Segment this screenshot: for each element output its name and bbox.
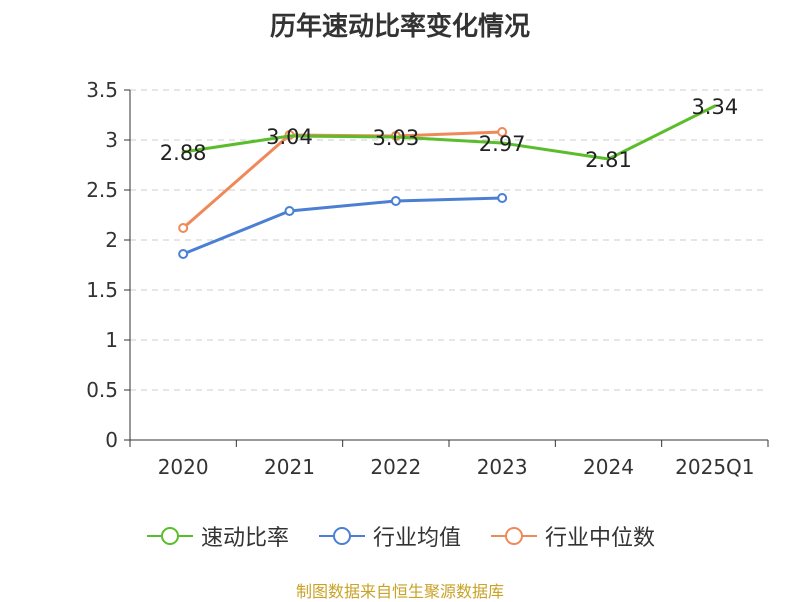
x-tick-label: 2024: [583, 455, 634, 479]
legend-marker-icon: [146, 527, 193, 545]
y-tick-label: 0: [105, 428, 118, 452]
line-chart: 0 0.5 1 1.5 2 2.5 3 3.5 2020 2021 2022 2023 2024 2025…: [86, 78, 769, 479]
data-point: [390, 196, 401, 206]
legend-label: 行业均值: [372, 526, 461, 551]
y-tick-label: 3: [105, 128, 118, 152]
data-point: [497, 127, 508, 137]
y-tick-label: 0.5: [86, 378, 118, 402]
data-point: [497, 193, 508, 203]
data-point: [284, 206, 295, 216]
data-label: 2.81: [585, 148, 632, 172]
y-tick-label: 3.5: [86, 78, 118, 102]
chart-legend: 速动比率 行业均值 行业中位数: [0, 520, 800, 552]
series-line-0: [181, 104, 717, 161]
legend-item[interactable]: 行业均值: [317, 520, 461, 552]
x-tick-label: 2022: [370, 455, 421, 479]
data-label: 2.97: [479, 132, 526, 156]
source-footer: 制图数据来自恒生聚源数据库: [295, 582, 504, 601]
series-line-2: [181, 130, 504, 230]
data-label: 3.03: [372, 126, 419, 150]
legend-label: 速动比率: [200, 526, 289, 551]
legend-marker-icon: [318, 527, 365, 545]
data-point: [178, 249, 189, 259]
x-tick-label: 2021: [264, 455, 315, 479]
data-point: [178, 223, 189, 233]
x-tick-label: 2025Q1: [675, 455, 754, 479]
data-label: 2.88: [160, 141, 207, 165]
data-label: 3.34: [691, 95, 738, 119]
legend-item[interactable]: 行业中位数: [489, 520, 655, 552]
legend-marker-icon: [491, 527, 537, 545]
data-label: 3.04: [266, 125, 313, 149]
y-tick-label: 2.5: [86, 178, 118, 202]
x-tick-label: 2020: [158, 455, 209, 479]
chart-title: 历年速动比率变化情况: [269, 12, 530, 42]
legend-label: 行业中位数: [545, 526, 656, 551]
y-tick-label: 1: [105, 328, 118, 352]
y-tick-label: 1.5: [86, 278, 118, 302]
series-line-1: [181, 196, 504, 256]
legend-item[interactable]: 速动比率: [145, 520, 289, 552]
x-tick-label: 2023: [477, 455, 528, 479]
y-tick-label: 2: [105, 228, 118, 252]
